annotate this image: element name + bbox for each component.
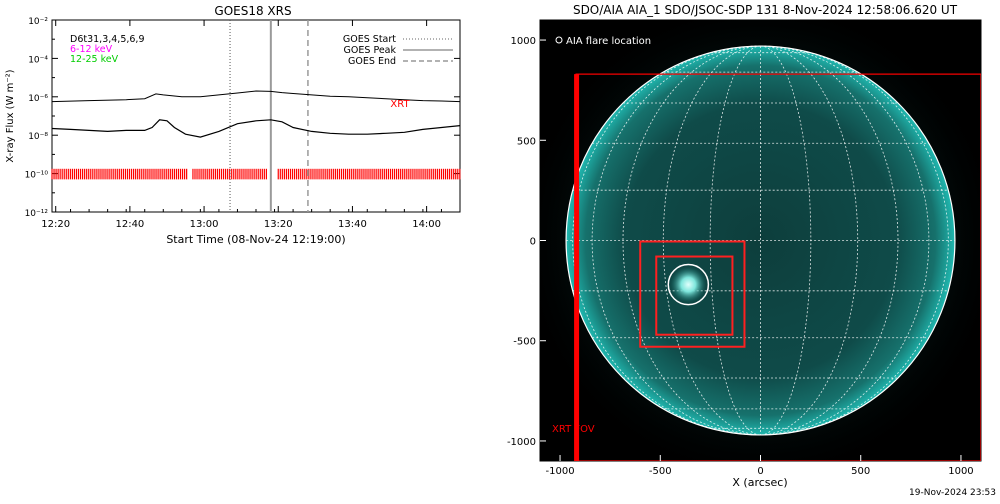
goes-axis-ticks: 10⁻¹² 10⁻¹⁰ 10⁻⁸ 10⁻⁶ 10⁻⁴ 10⁻² 12:20 12:40 13:0… xyxy=(25,17,461,230)
goes-title: GOES18 XRS xyxy=(214,4,291,18)
goes-xtick-label: 13:40 xyxy=(338,219,367,230)
flare-brightening xyxy=(670,266,707,303)
aia-title: SDO/AIA AIA_1 SDO/JSOC-SDP 131 8-Nov-202… xyxy=(573,3,958,17)
goes-ytick-label: 10⁻² xyxy=(28,17,48,27)
aia-ytick-label: 1000 xyxy=(511,36,536,47)
longitude-line xyxy=(622,45,761,436)
goes-ytick-label: 10⁻⁴ xyxy=(28,55,48,65)
goes-plot-frame xyxy=(51,19,461,213)
aia-legend: AIA flare location xyxy=(566,36,651,47)
goes-ytick-label: 10⁻¹⁰ xyxy=(25,171,49,181)
goes-time-legend-entry: GOES Peak xyxy=(344,45,397,56)
goes-ytick-label: 10⁻⁸ xyxy=(28,132,48,142)
goes-xtick-label: 14:00 xyxy=(412,219,441,230)
pointing-box xyxy=(639,240,746,348)
goes-time-legend-entry: GOES Start xyxy=(343,34,396,45)
aia-xtick-label: 500 xyxy=(851,466,870,477)
aia-axis-ticks: -1000 -500 0 500 1000 -1000 -500 0 500 1000 xyxy=(507,36,974,477)
xrt-label: XRT xyxy=(390,99,410,110)
xrt-fov-label: XRT FOV xyxy=(552,424,595,435)
aia-ytick-label: 0 xyxy=(530,237,536,248)
aia-xtick-label: 1000 xyxy=(948,466,973,477)
aia-ytick-label: -1000 xyxy=(507,437,536,448)
aia-xtick-label: -1000 xyxy=(546,466,575,477)
goes-time-legend-entry: GOES End xyxy=(348,56,396,67)
xrt-fov-left-edge xyxy=(574,74,580,461)
longitude-line xyxy=(760,45,899,436)
longitude-line xyxy=(572,45,761,436)
goes-xtick-label: 12:20 xyxy=(41,219,70,230)
goes-ytick-label: 10⁻¹² xyxy=(25,209,49,219)
longitude-line xyxy=(760,45,949,436)
goes-xtick-label: 13:20 xyxy=(264,219,293,230)
pointing-boxes xyxy=(639,240,746,348)
goes-short-line xyxy=(51,119,461,138)
aia-xtick-label: -500 xyxy=(649,466,672,477)
goes-xrt-coverage xyxy=(51,168,461,180)
footer-timestamp: 19-Nov-2024 23:53 xyxy=(909,488,996,498)
aia-image-chart: SDO/AIA AIA_1 SDO/JSOC-SDP 131 8-Nov-202… xyxy=(507,3,982,489)
longitude-line xyxy=(591,45,761,436)
goes-ytick-label: 10⁻⁶ xyxy=(28,94,48,104)
goes-detector-legend-entry: D6t31,3,4,5,6,9 xyxy=(70,34,145,45)
legend-marker-circle xyxy=(555,36,563,44)
goes-xlabel: Start Time (08-Nov-24 12:19:00) xyxy=(166,233,345,246)
aia-ytick-label: 500 xyxy=(517,136,536,147)
goes-ylabel: X-ray Flux (W m⁻²) xyxy=(5,69,16,162)
aia-xlabel: X (arcsec) xyxy=(732,476,787,489)
heliographic-grid xyxy=(565,45,956,436)
flare-location-circle xyxy=(667,263,710,306)
goes-xrs-chart: GOES18 XRS 10⁻¹² 10⁻¹⁰ 10⁻⁸ 10⁻⁶ 10⁻⁴ 10⁻² 12:… xyxy=(5,4,461,246)
pointing-box xyxy=(655,255,734,336)
goes-xtick-label: 13:00 xyxy=(190,219,219,230)
aia-ytick-label: -500 xyxy=(513,337,536,348)
aia-xtick-label: 0 xyxy=(757,466,763,477)
longitude-line xyxy=(760,45,812,436)
goes-detector-legend-entry: 12-25 keV xyxy=(70,54,119,65)
goes-long-line xyxy=(51,90,461,103)
longitude-line xyxy=(760,45,930,436)
goes-time-markers xyxy=(229,20,309,212)
longitude-line xyxy=(709,45,761,436)
goes-xtick-label: 12:40 xyxy=(115,219,144,230)
goes-detector-legend-entry: 6-12 keV xyxy=(70,44,113,55)
goes-series xyxy=(51,90,461,138)
solar-disk xyxy=(566,46,955,435)
